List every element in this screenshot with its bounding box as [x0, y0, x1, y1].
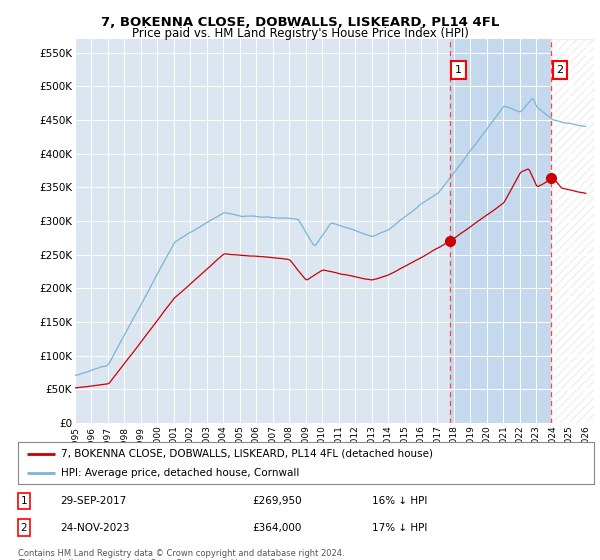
Text: 2: 2 — [20, 522, 28, 533]
Text: 1: 1 — [455, 65, 462, 75]
Text: Price paid vs. HM Land Registry's House Price Index (HPI): Price paid vs. HM Land Registry's House … — [131, 27, 469, 40]
Text: 17% ↓ HPI: 17% ↓ HPI — [372, 522, 427, 533]
Text: £269,950: £269,950 — [252, 496, 302, 506]
Text: 24-NOV-2023: 24-NOV-2023 — [60, 522, 130, 533]
Bar — [551, 39, 594, 423]
Text: £364,000: £364,000 — [252, 522, 301, 533]
Text: 1: 1 — [20, 496, 28, 506]
Text: 2: 2 — [556, 65, 563, 75]
Bar — [450, 39, 551, 423]
Text: 29-SEP-2017: 29-SEP-2017 — [60, 496, 126, 506]
Text: HPI: Average price, detached house, Cornwall: HPI: Average price, detached house, Corn… — [61, 468, 299, 478]
Text: 16% ↓ HPI: 16% ↓ HPI — [372, 496, 427, 506]
Text: 7, BOKENNA CLOSE, DOBWALLS, LISKEARD, PL14 4FL: 7, BOKENNA CLOSE, DOBWALLS, LISKEARD, PL… — [101, 16, 499, 29]
Text: 7, BOKENNA CLOSE, DOBWALLS, LISKEARD, PL14 4FL (detached house): 7, BOKENNA CLOSE, DOBWALLS, LISKEARD, PL… — [61, 449, 433, 459]
Text: Contains HM Land Registry data © Crown copyright and database right 2024.
This d: Contains HM Land Registry data © Crown c… — [18, 549, 344, 560]
Bar — [551, 39, 594, 423]
